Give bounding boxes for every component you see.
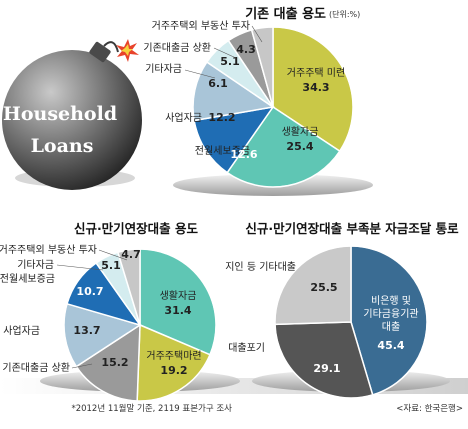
pie-3-label-비은행-및-기타금융기관-대출-1: 기타금융기관 xyxy=(363,308,418,320)
pie-2-value-사업자금: 13.7 xyxy=(73,324,100,337)
pie-1-value-거주주택-미련: 34.3 xyxy=(302,81,329,94)
pie-2-label-사업자금: 사업자금 xyxy=(3,324,40,337)
bomb-body xyxy=(2,50,142,190)
bomb-text-line2: Loans xyxy=(31,135,94,157)
pie-1-value-사업자금: 12.2 xyxy=(208,111,235,124)
pie-1-label-생활자금: 생활자금 xyxy=(282,125,319,138)
leader-line-2 xyxy=(184,69,216,79)
bomb-cap xyxy=(89,41,111,63)
pie-1-value-거주주택외-부동산-투자: 4.3 xyxy=(236,43,256,56)
pie-1-label-기타자금: 기타자금 xyxy=(145,63,182,75)
pie-2-value-기타자금: 5.1 xyxy=(101,259,121,272)
pie-chart-3 xyxy=(274,245,428,399)
pie-3-value-대출포기: 29.1 xyxy=(313,362,340,375)
pie-3-outline xyxy=(274,245,428,399)
leader-line-4 xyxy=(56,264,104,271)
pie-2-label-전월세보증금: 전월세보증금 xyxy=(0,273,55,285)
pie-2-value-전월세보증금: 10.7 xyxy=(76,285,103,298)
footnote-right: <자료: 한국은행> xyxy=(396,403,463,414)
pie-2-value-기존대출금-상환: 15.2 xyxy=(101,356,128,369)
spark-core-icon xyxy=(121,44,133,56)
pie-3-value-지인-등-기타대출: 25.5 xyxy=(310,281,337,294)
chart-1-unit: (단위:%) xyxy=(329,9,360,19)
pie-1-value-생활자금: 25.4 xyxy=(286,140,313,153)
pie-1-value-전월세보증금: 12.6 xyxy=(230,148,257,161)
bomb-text-line1: Household xyxy=(3,103,117,125)
leader-line-3 xyxy=(98,249,128,261)
leader-line-0 xyxy=(251,25,263,43)
chart-3-title: 신규·만기연장대출 부족분 자금조달 통로 xyxy=(245,221,459,236)
footnote-left: *2012년 11월말 기준, 2119 표본가구 조사 xyxy=(71,403,232,414)
leader-line-1 xyxy=(213,47,237,59)
chart-1-title: 기존 대출 용도 xyxy=(245,6,326,22)
pie-1-outline xyxy=(192,26,354,188)
pie-3-value-비은행-및-기타금융기관-대출: 45.4 xyxy=(377,339,404,352)
pie-3-label-대출포기: 대출포기 xyxy=(228,342,265,354)
pie-2-label-거주주택마련: 거주주택마련 xyxy=(146,350,201,362)
pie-2-value-거주주택마련: 19.2 xyxy=(160,364,187,377)
chart-2-title: 신규·만기연장대출 용도 xyxy=(74,221,199,236)
pie-1-label-거주주택-미련: 거주주택 미련 xyxy=(287,67,345,79)
pie-1-label-전월세보증금: 전월세보증금 xyxy=(195,145,250,157)
pie-2-label-기타자금: 기타자금 xyxy=(17,259,54,271)
pie-3-label-비은행-및-기타금융기관-대출-0: 비은행 및 xyxy=(371,295,411,307)
bomb-fuse xyxy=(103,41,119,53)
bomb-illustration: Household Loans xyxy=(2,39,142,190)
pie-chart-1 xyxy=(192,26,354,188)
pie-1-value-기존대출금-상환: 5.1 xyxy=(220,55,240,68)
pie-3-label-비은행-및-기타금융기관-대출-2: 대출 xyxy=(382,321,400,333)
pie-1-label-사업자금: 사업자금 xyxy=(165,111,202,124)
leader-line-5 xyxy=(71,363,93,369)
pie-2-value-거주주택외-부동산-투자: 4.7 xyxy=(121,248,141,261)
pie-2-label-거주주택외-부동산-투자: 거주주택외 부동산 투자 xyxy=(0,244,97,256)
pie-2-value-생활자금: 31.4 xyxy=(164,304,191,317)
pie-1-value-기타자금: 6.1 xyxy=(208,77,228,90)
pie-chart-2 xyxy=(63,248,217,402)
pie-3-label-지인-등-기타대출: 지인 등 기타대출 xyxy=(225,261,296,273)
pie-1-label-거주주택외-부동산-투자: 거주주택외 부동산 투자 xyxy=(152,20,250,32)
pie-2-outline xyxy=(63,248,217,402)
pie-2-label-기존대출금-상환: 기존대출금 상환 xyxy=(2,362,70,374)
pie-1-label-기존대출금-상환: 기존대출금 상환 xyxy=(143,42,211,54)
pie-2-label-생활자금: 생활자금 xyxy=(160,289,197,302)
